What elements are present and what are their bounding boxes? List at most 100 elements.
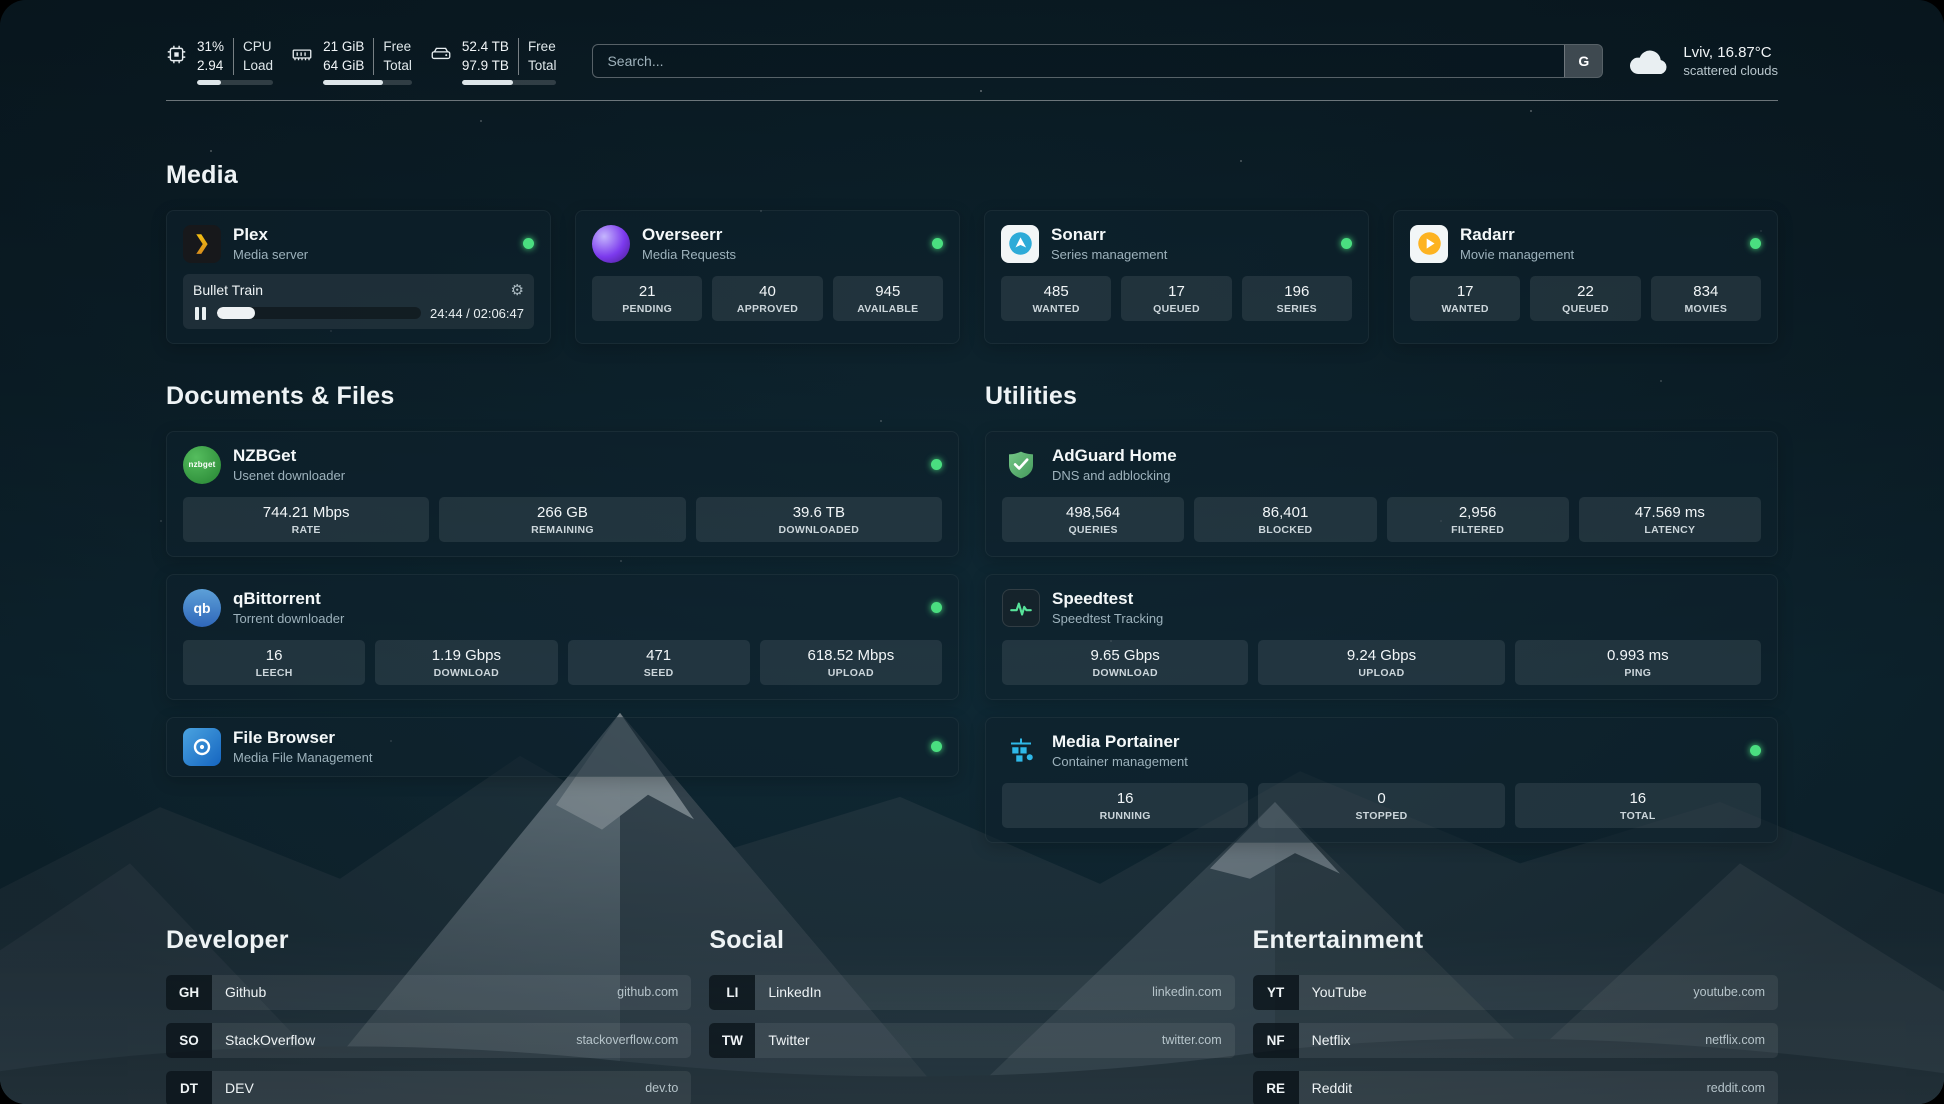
cpu-load: 2.94 (197, 57, 224, 76)
bookmark-reddit[interactable]: RE Reddit reddit.com (1253, 1071, 1778, 1104)
section-documents: Documents & Files nzbget NZBGet Usenet d… (166, 382, 959, 860)
bookmark-name: DEV (225, 1080, 254, 1096)
service-card-adguard[interactable]: AdGuard Home DNS and adblocking 498,564Q… (985, 431, 1778, 557)
bookmark-name: Github (225, 984, 266, 1000)
service-card-overseerr[interactable]: Overseerr Media Requests 21PENDING 40APP… (575, 210, 960, 344)
section-utilities: Utilities AdGuard Home DNS and (985, 382, 1778, 860)
plex-icon: ❯ (183, 225, 221, 263)
memory-free: 21 GiB (323, 38, 364, 57)
bookmark-dev[interactable]: DT DEV dev.to (166, 1071, 691, 1104)
service-name: qBittorrent (233, 589, 344, 609)
nzbget-icon: nzbget (183, 446, 221, 484)
bookmark-abbr: DT (166, 1071, 212, 1104)
playback-progressbar[interactable] (217, 307, 422, 319)
service-card-nzbget[interactable]: nzbget NZBGet Usenet downloader 744.21 M… (166, 431, 959, 557)
stat-tile: 834MOVIES (1651, 276, 1761, 321)
stat-tile: 266 GBREMAINING (439, 497, 685, 542)
bookmarks-entertainment: Entertainment YT YouTube youtube.com NF … (1253, 926, 1778, 1104)
bookmark-url: stackoverflow.com (576, 1033, 678, 1047)
memory-icon (291, 44, 313, 65)
bookmark-url: dev.to (645, 1081, 678, 1095)
service-name: NZBGet (233, 446, 345, 466)
service-desc: Speedtest Tracking (1052, 611, 1163, 626)
bookmark-url: linkedin.com (1152, 985, 1221, 999)
bookmark-youtube[interactable]: YT YouTube youtube.com (1253, 975, 1778, 1010)
stat-tile: 16RUNNING (1002, 783, 1248, 828)
bookmarks-title-social: Social (709, 926, 1234, 955)
cpu-widget: 31% 2.94 CPU Load (166, 38, 273, 85)
stat-tile: 471SEED (568, 640, 750, 685)
service-card-sonarr[interactable]: Sonarr Series management 485WANTED 17QUE… (984, 210, 1369, 344)
service-desc: Movie management (1460, 247, 1574, 262)
service-desc: Media Requests (642, 247, 736, 262)
stat-tile: 16TOTAL (1515, 783, 1761, 828)
cpu-progressbar (197, 80, 273, 85)
bookmark-url: github.com (617, 985, 678, 999)
stat-tile: 0STOPPED (1258, 783, 1504, 828)
memory-widget: 21 GiB 64 GiB Free Total (291, 38, 412, 85)
weather-widget: Lviv, 16.87°C scattered clouds (1627, 44, 1778, 78)
bookmark-netflix[interactable]: NF Netflix netflix.com (1253, 1023, 1778, 1058)
search-provider-button[interactable]: G (1564, 45, 1602, 77)
bookmark-url: netflix.com (1705, 1033, 1765, 1047)
stat-tile: 47.569 msLATENCY (1579, 497, 1761, 542)
disk-widget: 52.4 TB 97.9 TB Free Total (430, 38, 557, 85)
filebrowser-icon (183, 728, 221, 766)
bookmark-twitter[interactable]: TW Twitter twitter.com (709, 1023, 1234, 1058)
adguard-shield-icon (1002, 446, 1040, 484)
service-card-filebrowser[interactable]: File Browser Media File Management (166, 717, 959, 777)
overseerr-icon (592, 225, 630, 263)
service-desc: Media File Management (233, 750, 372, 765)
gear-icon[interactable]: ⚙ (511, 281, 524, 299)
service-desc: Container management (1052, 754, 1188, 769)
bookmark-name: YouTube (1312, 984, 1367, 1000)
bookmarks-developer: Developer GH Github github.com SO StackO… (166, 926, 691, 1104)
stat-tile: 17WANTED (1410, 276, 1520, 321)
bookmark-github[interactable]: GH Github github.com (166, 975, 691, 1010)
bookmark-stackoverflow[interactable]: SO StackOverflow stackoverflow.com (166, 1023, 691, 1058)
service-card-plex[interactable]: ❯ Plex Media server Bullet Train ⚙ (166, 210, 551, 344)
bookmark-abbr: GH (166, 975, 212, 1010)
status-dot (1750, 238, 1761, 249)
bookmark-name: StackOverflow (225, 1032, 315, 1048)
bookmarks-title-developer: Developer (166, 926, 691, 955)
weather-location: Lviv, 16.87°C (1683, 44, 1778, 61)
service-name: Radarr (1460, 225, 1574, 245)
service-name: File Browser (233, 728, 372, 748)
service-desc: Media server (233, 247, 308, 262)
stat-tile: 21PENDING (592, 276, 702, 321)
service-name: Overseerr (642, 225, 736, 245)
bookmark-abbr: LI (709, 975, 755, 1010)
memory-progressbar (323, 80, 412, 85)
top-bar: 31% 2.94 CPU Load (166, 38, 1778, 85)
pause-button[interactable] (193, 306, 208, 321)
service-desc: Torrent downloader (233, 611, 344, 626)
stat-tile: 39.6 TBDOWNLOADED (696, 497, 942, 542)
bookmark-url: twitter.com (1162, 1033, 1222, 1047)
service-card-qbittorrent[interactable]: qb qBittorrent Torrent downloader 16LEEC… (166, 574, 959, 700)
service-desc: DNS and adblocking (1052, 468, 1177, 483)
bookmark-abbr: SO (166, 1023, 212, 1058)
now-playing-title: Bullet Train (193, 282, 263, 298)
weather-condition: scattered clouds (1683, 63, 1778, 78)
disk-icon (430, 44, 452, 65)
qbittorrent-icon: qb (183, 589, 221, 627)
stat-tile: 196SERIES (1242, 276, 1352, 321)
service-card-radarr[interactable]: Radarr Movie management 17WANTED 22QUEUE… (1393, 210, 1778, 344)
service-card-speedtest[interactable]: Speedtest Speedtest Tracking 9.65 GbpsDO… (985, 574, 1778, 700)
stat-tile: 40APPROVED (712, 276, 822, 321)
cloud-icon (1627, 46, 1671, 76)
bookmark-url: reddit.com (1707, 1081, 1765, 1095)
service-name: Plex (233, 225, 308, 245)
service-card-portainer[interactable]: Media Portainer Container management 16R… (985, 717, 1778, 843)
header-divider (166, 100, 1778, 101)
status-dot (523, 238, 534, 249)
status-dot (931, 602, 942, 613)
service-name: Media Portainer (1052, 732, 1188, 752)
bookmark-linkedin[interactable]: LI LinkedIn linkedin.com (709, 975, 1234, 1010)
dashboard-screen: 31% 2.94 CPU Load (0, 0, 1944, 1104)
search-input[interactable] (593, 45, 1564, 77)
disk-free: 52.4 TB (462, 38, 509, 57)
disk-total: 97.9 TB (462, 57, 509, 76)
service-name: Sonarr (1051, 225, 1167, 245)
